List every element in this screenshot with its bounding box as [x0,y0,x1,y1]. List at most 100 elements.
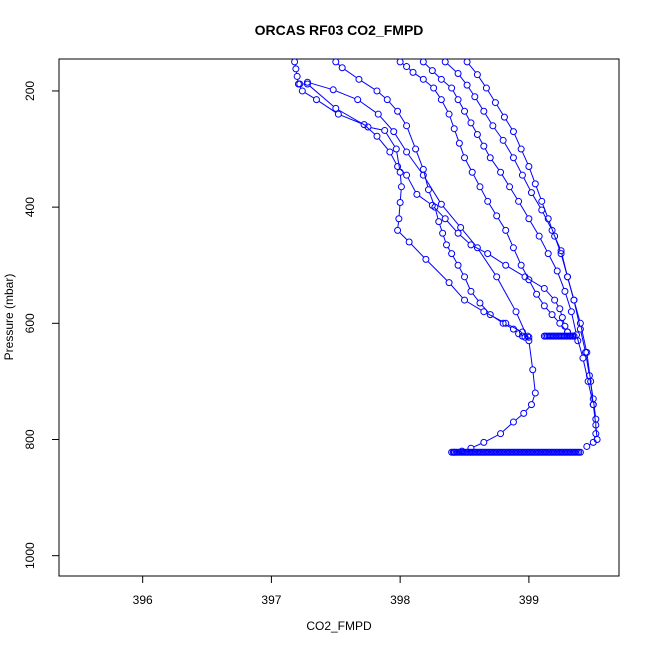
series-7 [441,58,600,450]
series-line-segment [523,177,531,191]
series-line-segment [427,261,448,281]
series-line-segment [459,267,464,275]
series-line-segment [452,90,458,98]
data-point [442,241,450,249]
data-point [441,58,449,66]
series-line-segment [519,203,528,217]
series-line-segment [545,290,554,299]
data-point [394,226,402,234]
data-point [431,203,439,211]
series-line-segment [540,238,548,252]
series-line-segment [365,126,376,135]
data-point [373,87,381,95]
data-point [570,296,578,304]
data-point [296,80,304,88]
series-line-segment [459,75,466,84]
series-line-segment [439,224,443,231]
series-line-segment [508,266,523,276]
data-point [473,131,481,139]
data-point [468,168,476,176]
data-point [473,244,481,252]
y-axis-label: Pressure (mbar) [2,274,16,361]
data-point [334,110,342,118]
series-line-segment [497,279,515,310]
series-line-segment [580,326,587,350]
series-line-segment [515,414,522,421]
data-point [332,58,340,66]
data-point [445,110,453,118]
data-point [473,71,481,79]
series-line-segment [447,63,457,72]
data-point [419,165,427,173]
data-point [486,311,494,319]
series-line-segment [442,102,449,112]
data-point [589,401,597,409]
data-point [360,121,368,129]
data-point [338,64,346,72]
flat-segment-1 [540,332,578,340]
data-point [480,308,488,316]
data-point [329,86,337,94]
series-line-segment [487,90,495,101]
series-line-segment [309,85,334,107]
series-line-segment [378,92,386,99]
series-line-segment [505,119,513,130]
series-line-segment [508,324,521,332]
data-point [533,290,541,298]
series-line-segment [435,209,439,219]
series-line-segment [532,194,541,208]
series-line-segment [488,203,496,214]
data-point [467,119,475,127]
series-line-segment [478,250,496,275]
series-line-segment [529,169,535,182]
data-point [482,84,490,92]
data-point [567,308,575,316]
data-point [403,148,411,156]
data-point [502,261,510,269]
series-line-segment [415,73,422,79]
series-line-segment [310,82,331,90]
data-point [583,348,591,356]
data-point [403,63,411,71]
series-line-segment [425,80,432,87]
x-tick-label: 396 [133,593,153,607]
series-5 [396,58,582,345]
series-line-segment [548,221,555,234]
data-point [461,273,469,281]
data-point [413,190,421,198]
data-point [520,409,528,417]
series-line-segment [484,148,490,156]
data-point [518,171,526,179]
y-tick-label: 600 [23,313,37,333]
data-point [500,113,508,121]
data-point [525,162,533,170]
data-point [467,287,475,295]
series-line-segment [466,301,482,311]
series-4 [332,58,529,341]
series-line-segment [472,293,479,301]
series-line-segment [390,154,397,165]
data-point [576,319,584,327]
series-2 [296,80,533,341]
data-point [455,139,463,147]
data-point [497,430,505,438]
series-line-segment [416,151,423,167]
data-point [493,273,501,281]
series-line-segment [514,160,522,173]
data-point [527,401,535,409]
data-point [515,330,523,338]
data-point [412,145,420,153]
data-point [515,197,523,205]
data-point [454,261,462,269]
series-line-segment [459,102,464,109]
data-point [502,226,510,234]
series-line-segment [532,372,536,391]
series-line-segment [378,138,389,150]
data-point [556,305,564,313]
data-point [576,448,584,456]
data-point [403,171,411,179]
series-line-segment [514,250,521,263]
series-line-segment [370,127,382,131]
series-line-segment [506,232,513,246]
data-point [437,75,445,83]
